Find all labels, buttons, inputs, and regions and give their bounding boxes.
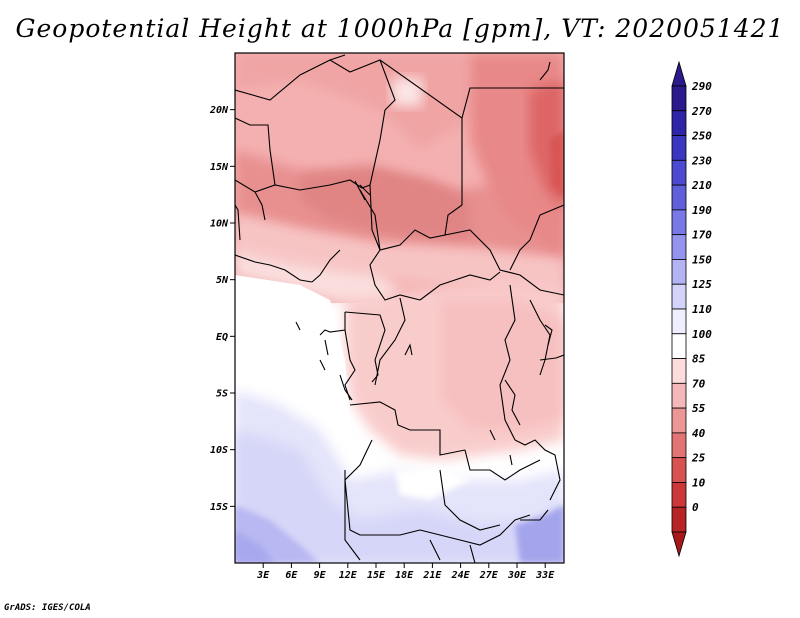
colorbar-segment: [671, 407, 687, 434]
country-borders: [235, 54, 564, 563]
colorbar-label: 70: [692, 377, 706, 390]
colorbar-label: 125: [692, 278, 712, 291]
lat-tick-label: 5N: [216, 275, 229, 286]
lon-tick-label: 15E: [367, 570, 386, 581]
lat-tick-label: 10S: [210, 445, 228, 456]
map-title: Geopotential Height at 1000hPa [gpm], VT…: [15, 14, 785, 43]
colorbar: 2902702502302101901701501251101008570554…: [671, 60, 712, 558]
footer-credit: GrADS: IGES/COLA: [4, 603, 91, 613]
colorbar-label: 55: [692, 402, 706, 415]
colorbar-segment: [671, 209, 687, 236]
colorbar-label: 10: [692, 476, 706, 489]
lon-tick-label: 33E: [535, 570, 555, 581]
lat-tick-label: 15N: [210, 162, 229, 173]
colorbar-segment: [671, 85, 687, 112]
colorbar-label: 270: [691, 105, 712, 118]
lat-tick-label: 20N: [209, 105, 229, 116]
colorbar-segment: [671, 333, 687, 359]
colorbar-segment: [671, 432, 687, 459]
colorbar-label: 150: [692, 253, 712, 266]
lon-tick-label: 18E: [395, 570, 414, 581]
colorbar-segment: [671, 283, 687, 310]
colorbar-label: 25: [691, 452, 706, 465]
colorbar-label: 0: [692, 501, 699, 514]
colorbar-segment: [671, 234, 687, 260]
lat-tick-label: EQ: [216, 332, 228, 343]
colorbar-segment: [671, 184, 687, 211]
colorbar-label: 210: [691, 179, 712, 192]
lon-tick-label: 24E: [451, 570, 471, 581]
colorbar-segment: [671, 259, 687, 285]
lon-tick-label: 21E: [422, 570, 442, 581]
colorbar-segment: [671, 457, 687, 483]
colorbar-top-arrow: [671, 60, 687, 87]
colorbar-segment: [671, 308, 687, 335]
colorbar-label: 190: [692, 204, 712, 217]
colorbar-segment: [671, 159, 687, 186]
lon-tick-label: 9E: [314, 570, 327, 581]
geopotential-field: [235, 53, 564, 563]
colorbar-label: 170: [692, 229, 712, 242]
lat-tick-label: 15S: [210, 502, 228, 513]
map-frame: [234, 52, 565, 564]
colorbar-segment: [671, 135, 687, 161]
lon-tick-label: 30E: [507, 570, 527, 581]
colorbar-bottom-arrow: [671, 531, 687, 558]
longitude-axis: 3E 6E 9E 12E 15E 18E 21E 24E 27E 30E 33E: [256, 563, 555, 581]
lat-tick-label: 5S: [216, 389, 228, 400]
lon-tick-label: 6E: [285, 570, 298, 581]
lat-tick-label: 10N: [210, 219, 229, 230]
colorbar-segment: [671, 382, 687, 409]
lon-tick-label: 27E: [479, 570, 499, 581]
lon-tick-label: 12E: [339, 570, 358, 581]
colorbar-label: 250: [691, 130, 712, 143]
colorbar-label: 110: [692, 303, 712, 316]
colorbar-label: 85: [692, 353, 706, 366]
colorbar-label: 290: [691, 80, 712, 93]
lon-tick-label: 3E: [256, 570, 270, 581]
colorbar-segment: [671, 482, 687, 508]
colorbar-segment: [671, 358, 687, 384]
colorbar-label: 40: [692, 427, 706, 440]
colorbar-label: 100: [692, 328, 712, 341]
colorbar-segment: [671, 506, 687, 533]
latitude-axis: 20N 15N 10N 5N EQ 5S 10S 15S: [209, 105, 235, 513]
colorbar-label: 230: [691, 154, 712, 167]
colorbar-segment: [671, 110, 687, 136]
